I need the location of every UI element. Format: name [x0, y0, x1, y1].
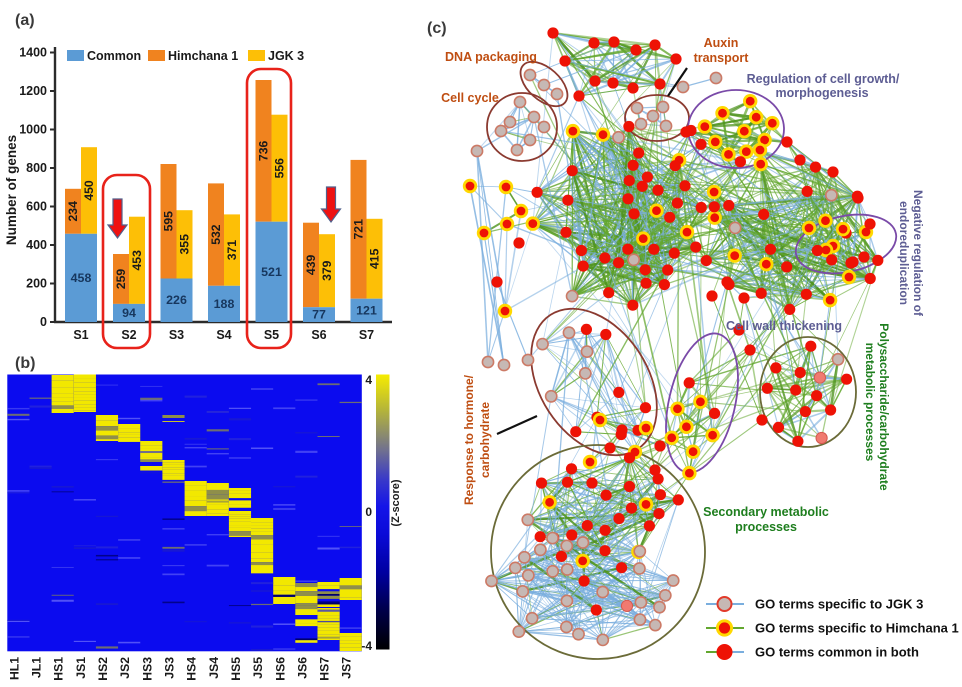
- svg-text:metabolic processes: metabolic processes: [863, 343, 877, 462]
- svg-text:400: 400: [26, 238, 47, 252]
- svg-text:(a): (a): [15, 12, 35, 29]
- svg-text:processes: processes: [735, 520, 797, 534]
- svg-text:carbohydrate: carbohydrate: [478, 402, 492, 478]
- svg-text:Secondary metabolic: Secondary metabolic: [703, 505, 829, 519]
- svg-text:GO terms specific to JGK 3: GO terms specific to JGK 3: [755, 597, 923, 612]
- svg-text:HS5: HS5: [229, 657, 243, 681]
- svg-text:226: 226: [166, 293, 187, 307]
- svg-text:JL1: JL1: [30, 657, 44, 678]
- svg-text:HS2: HS2: [96, 657, 110, 681]
- svg-text:0: 0: [365, 505, 372, 519]
- svg-text:94: 94: [122, 306, 136, 320]
- svg-text:600: 600: [26, 200, 47, 214]
- svg-text:450: 450: [82, 180, 96, 201]
- svg-text:234: 234: [66, 201, 80, 222]
- svg-text:Polysaccharide/carbohydrate: Polysaccharide/carbohydrate: [877, 323, 891, 491]
- svg-text:S6: S6: [311, 328, 326, 342]
- svg-text:HS7: HS7: [318, 657, 332, 681]
- svg-text:S7: S7: [359, 328, 374, 342]
- svg-text:Common: Common: [87, 49, 141, 63]
- svg-text:(b): (b): [15, 355, 35, 372]
- svg-text:521: 521: [261, 265, 282, 279]
- svg-text:JS3: JS3: [163, 657, 177, 679]
- svg-text:transport: transport: [694, 51, 750, 65]
- svg-text:Response to hormone/: Response to hormone/: [462, 374, 476, 505]
- svg-text:JGK 3: JGK 3: [268, 49, 304, 63]
- svg-text:HL1: HL1: [7, 657, 21, 680]
- svg-text:(Z-score): (Z-score): [390, 479, 402, 526]
- svg-text:439: 439: [304, 255, 318, 276]
- svg-text:379: 379: [320, 260, 334, 281]
- svg-text:JS6: JS6: [295, 657, 309, 679]
- svg-text:DNA packaging: DNA packaging: [445, 50, 537, 64]
- svg-text:(c): (c): [427, 20, 447, 37]
- svg-text:Negative regulation of: Negative regulation of: [911, 190, 925, 317]
- svg-text:endoreduplication: endoreduplication: [897, 201, 911, 305]
- svg-text:800: 800: [26, 161, 47, 175]
- svg-text:736: 736: [257, 141, 271, 162]
- svg-text:371: 371: [225, 240, 239, 261]
- svg-text:S2: S2: [121, 328, 136, 342]
- svg-text:259: 259: [114, 269, 128, 290]
- svg-text:JS1: JS1: [74, 657, 88, 679]
- svg-text:453: 453: [130, 250, 144, 271]
- svg-text:721: 721: [352, 219, 366, 240]
- svg-text:Cell cycle: Cell cycle: [441, 91, 499, 105]
- svg-text:77: 77: [312, 308, 326, 322]
- svg-text:0: 0: [40, 315, 47, 329]
- svg-text:S4: S4: [216, 328, 231, 342]
- svg-text:HS1: HS1: [52, 657, 66, 681]
- svg-text:S5: S5: [264, 328, 279, 342]
- svg-text:Auxin: Auxin: [704, 36, 739, 50]
- svg-text:1000: 1000: [19, 123, 47, 137]
- svg-text:Himchana 1: Himchana 1: [168, 49, 238, 63]
- svg-text:HS3: HS3: [140, 657, 154, 681]
- svg-text:458: 458: [71, 271, 92, 285]
- svg-text:Cell wall thickening: Cell wall thickening: [726, 319, 842, 333]
- svg-text:532: 532: [209, 224, 223, 245]
- svg-text:GO terms specific to Himchana: GO terms specific to Himchana 1: [755, 621, 959, 636]
- svg-text:JS4: JS4: [207, 657, 221, 679]
- svg-text:121: 121: [356, 303, 377, 317]
- svg-text:415: 415: [368, 248, 382, 269]
- svg-text:Number of genes: Number of genes: [4, 135, 19, 245]
- svg-text:JS7: JS7: [340, 657, 354, 679]
- svg-text:1400: 1400: [19, 46, 47, 60]
- svg-text:S1: S1: [73, 328, 88, 342]
- svg-text:595: 595: [162, 211, 176, 232]
- svg-text:morphogenesis: morphogenesis: [775, 86, 868, 100]
- svg-text:200: 200: [26, 277, 47, 291]
- svg-text:HS4: HS4: [185, 657, 199, 681]
- svg-text:1200: 1200: [19, 84, 47, 98]
- svg-text:S3: S3: [169, 328, 184, 342]
- svg-text:JS2: JS2: [118, 657, 132, 679]
- svg-text:-4: -4: [361, 639, 372, 653]
- svg-text:Regulation of cell growth/: Regulation of cell growth/: [747, 72, 900, 86]
- svg-text:556: 556: [273, 158, 287, 179]
- svg-text:GO terms common in both: GO terms common in both: [755, 645, 919, 660]
- svg-text:HS6: HS6: [273, 657, 287, 681]
- svg-text:355: 355: [178, 234, 192, 255]
- svg-text:4: 4: [365, 373, 372, 387]
- svg-text:188: 188: [214, 297, 235, 311]
- svg-text:JS5: JS5: [251, 657, 265, 679]
